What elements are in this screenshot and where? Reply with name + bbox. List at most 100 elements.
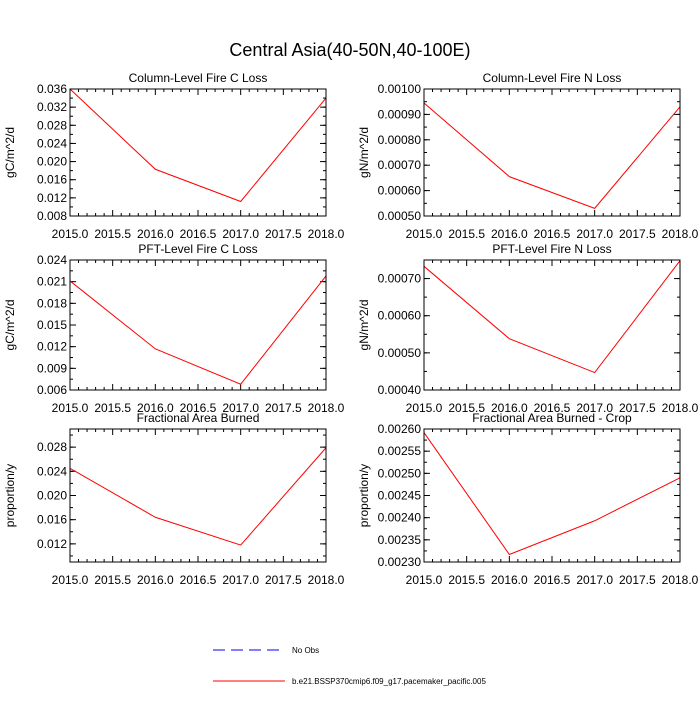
y-tick-label: 0.00240 [378,511,422,525]
x-tick-label: 2016.0 [491,573,528,587]
panel-title: PFT-Level Fire N Loss [492,242,611,256]
series-line [423,432,681,556]
y-tick-label: 0.00070 [378,158,422,172]
panel-title: Fractional Area Burned - Crop [472,411,632,425]
y-tick-label: 0.006 [37,383,67,397]
y-axis-label: gN/m^2/d [357,300,371,351]
x-tick-label: 2018.0 [662,573,699,587]
y-tick-label: 0.028 [37,440,67,454]
y-tick-label: 0.009 [37,361,67,375]
x-tick-label: 2015.0 [52,573,89,587]
panels: Column-Level Fire C Loss gC/m^2/d 2015.0 20… [3,71,699,587]
x-tick-label: 2017.5 [619,401,656,415]
y-axis-label: gC/m^2/d [3,127,17,178]
x-tick-label: 2018.0 [308,401,345,415]
x-tick-label: 2017.0 [576,227,613,241]
y-tick-label: 0.00245 [378,489,422,503]
plot-frame [423,259,681,391]
panel-title: PFT-Level Fire C Loss [138,242,257,256]
y-tick-label: 0.00050 [378,209,422,223]
x-tick-label: 2015.5 [94,401,131,415]
x-tick-label: 2015.5 [94,573,131,587]
y-tick-label: 0.020 [37,155,67,169]
series-line [423,102,681,209]
x-tick-label: 2016.5 [534,227,571,241]
figure-title: Central Asia(40-50N,40-100E) [229,40,470,60]
y-tick-label: 0.015 [37,318,67,332]
y-axis-label: gN/m^2/d [357,127,371,178]
plot-frame [69,88,327,217]
x-tick-label: 2018.0 [662,401,699,415]
y-tick-label: 0.028 [37,118,67,132]
x-tick-label: 2016.5 [180,227,217,241]
series-line [423,260,681,374]
series-line [69,275,327,385]
y-tick-label: 0.00250 [378,466,422,480]
chart-panel-6: Fractional Area Burned - Crop proportion/… [357,411,699,587]
x-tick-label: 2016.0 [491,227,528,241]
chart-panel-4: PFT-Level Fire N Loss gN/m^2/d 2015.0 2015.… [357,242,699,415]
x-tick-label: 2015.0 [52,227,89,241]
x-tick-label: 2016.0 [137,401,174,415]
x-tick-label: 2017.5 [265,401,302,415]
x-tick-label: 2015.5 [448,573,485,587]
legend: No Obs b.e21.BSSP370cmip6.f09_g17.pacemak… [213,646,486,686]
y-tick-label: 0.00090 [378,107,422,121]
y-tick-label: 0.020 [37,489,67,503]
y-tick-label: 0.00260 [378,422,422,436]
series-line [69,88,327,203]
plot-frame [69,428,327,563]
y-tick-label: 0.021 [37,275,67,289]
y-tick-label: 0.00230 [378,555,422,569]
x-tick-label: 2017.0 [576,573,613,587]
plot-frame [423,428,681,563]
x-tick-label: 2017.5 [619,573,656,587]
panel-title: Column-Level Fire C Loss [129,71,268,85]
x-tick-label: 2017.5 [619,227,656,241]
x-tick-label: 2016.5 [180,401,217,415]
y-tick-label: 0.012 [37,340,67,354]
y-tick-label: 0.00060 [378,184,422,198]
x-tick-label: 2015.0 [406,227,443,241]
legend-label: b.e21.BSSP370cmip6.f09_g17.pacemaker_pac… [292,677,486,686]
x-tick-label: 2016.0 [491,401,528,415]
chart-panel-3: PFT-Level Fire C Loss gC/m^2/d 2015.0 2015.… [3,242,345,415]
y-tick-label: 0.00080 [378,133,422,147]
y-tick-label: 0.024 [37,253,67,267]
x-tick-label: 2016.5 [534,401,571,415]
y-axis-label: proportion/y [3,464,17,527]
y-tick-label: 0.016 [37,513,67,527]
x-tick-label: 2016.5 [180,573,217,587]
y-tick-label: 0.024 [37,136,67,150]
x-tick-label: 2016.0 [137,573,174,587]
panel-title: Column-Level Fire N Loss [483,71,622,85]
x-tick-label: 2015.5 [448,227,485,241]
y-tick-label: 0.024 [37,464,67,478]
x-tick-label: 2016.0 [137,227,174,241]
x-tick-label: 2015.5 [94,227,131,241]
y-axis-label: proportion/y [357,464,371,527]
y-tick-label: 0.016 [37,173,67,187]
y-tick-label: 0.012 [37,191,67,205]
x-tick-label: 2018.0 [308,227,345,241]
plot-frame [69,259,327,391]
y-tick-label: 0.008 [37,209,67,223]
y-tick-label: 0.012 [37,537,67,551]
chart-panel-1: Column-Level Fire C Loss gC/m^2/d 2015.0 20… [3,71,345,241]
y-tick-label: 0.036 [37,82,67,96]
x-tick-label: 2015.5 [448,401,485,415]
x-tick-label: 2015.0 [406,401,443,415]
x-tick-label: 2016.5 [534,573,571,587]
chart-panel-2: Column-Level Fire N Loss gN/m^2/d 2015.0 20… [357,71,699,241]
legend-label: No Obs [292,646,319,655]
y-tick-label: 0.00255 [378,444,422,458]
x-tick-label: 2015.0 [52,401,89,415]
y-tick-label: 0.00050 [378,346,422,360]
y-tick-label: 0.00040 [378,383,422,397]
x-tick-label: 2017.0 [222,401,259,415]
panel-title: Fractional Area Burned [137,411,260,425]
chart-panel-5: Fractional Area Burned proportion/y 2015.0… [3,411,345,587]
y-tick-label: 0.00060 [378,309,422,323]
